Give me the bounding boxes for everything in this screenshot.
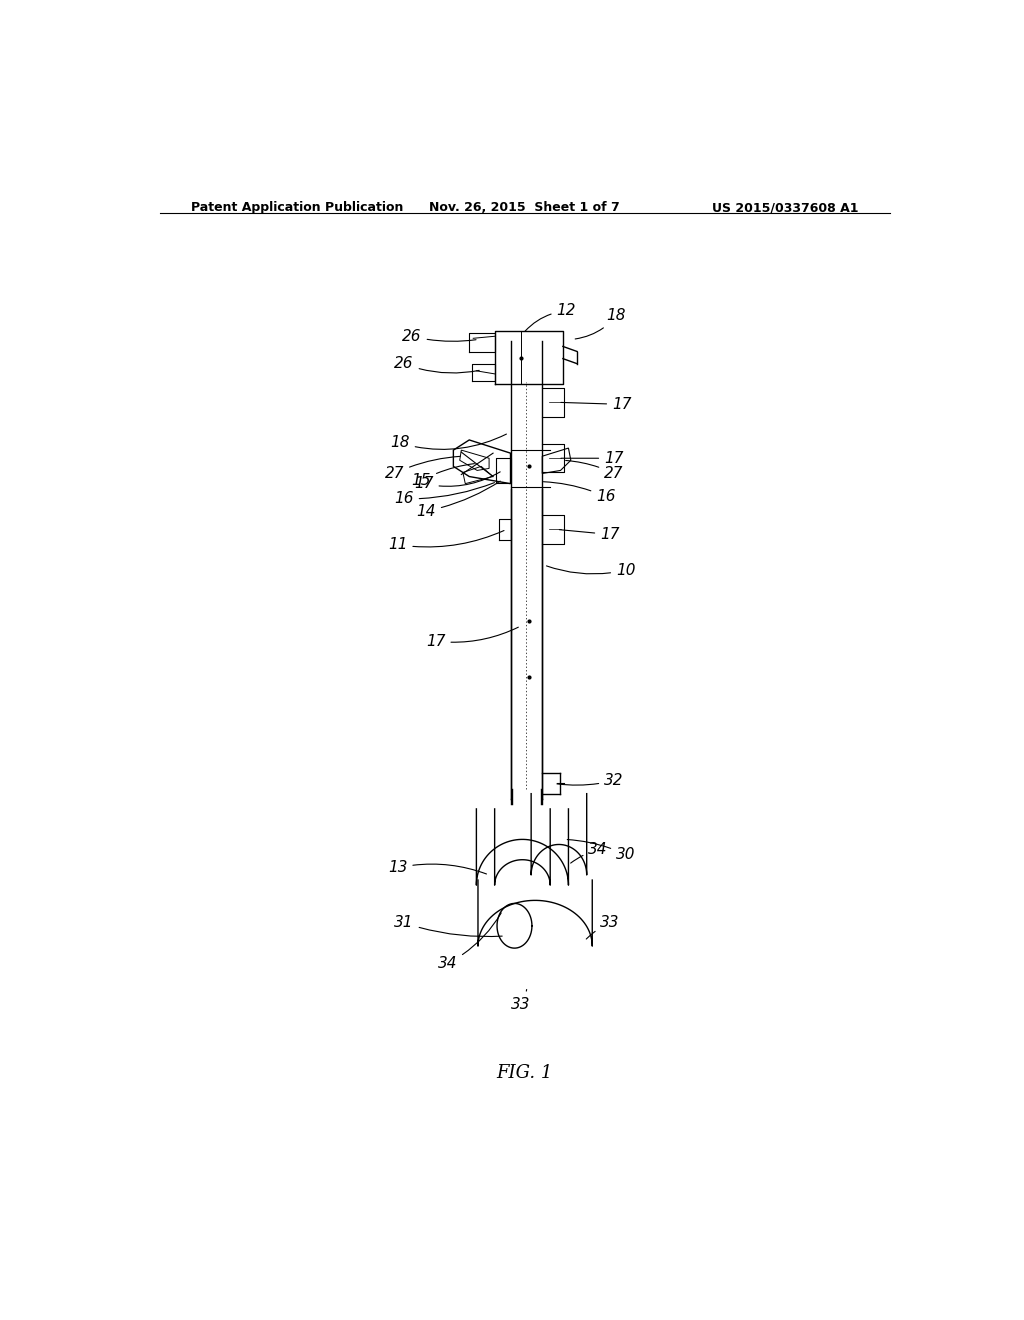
Text: 32: 32 — [557, 774, 624, 788]
Text: 18: 18 — [390, 434, 507, 450]
Text: Nov. 26, 2015  Sheet 1 of 7: Nov. 26, 2015 Sheet 1 of 7 — [429, 201, 621, 214]
Text: 15: 15 — [412, 463, 474, 488]
Text: US 2015/0337608 A1: US 2015/0337608 A1 — [712, 201, 858, 214]
Text: 27: 27 — [385, 457, 460, 480]
Text: 30: 30 — [567, 840, 636, 862]
Text: 31: 31 — [394, 915, 502, 937]
Text: 11: 11 — [388, 531, 504, 552]
Text: 26: 26 — [394, 356, 479, 374]
Text: 17: 17 — [561, 450, 624, 466]
Text: 17: 17 — [559, 527, 620, 543]
Text: 33: 33 — [511, 990, 530, 1011]
Text: 34: 34 — [438, 913, 501, 972]
Text: 16: 16 — [544, 482, 615, 504]
Text: 17: 17 — [426, 627, 518, 648]
Text: 26: 26 — [402, 329, 476, 343]
Text: 12: 12 — [525, 304, 577, 331]
Text: 33: 33 — [587, 915, 620, 939]
Text: 27: 27 — [565, 461, 624, 480]
Text: 18: 18 — [575, 309, 626, 339]
Text: 10: 10 — [547, 562, 636, 578]
Text: 13: 13 — [388, 861, 486, 875]
Text: Patent Application Publication: Patent Application Publication — [191, 201, 403, 214]
Text: 16: 16 — [394, 483, 495, 507]
Text: 17: 17 — [561, 397, 632, 412]
Text: FIG. 1: FIG. 1 — [497, 1064, 553, 1082]
Text: 34: 34 — [570, 842, 608, 863]
Text: 14: 14 — [417, 480, 501, 519]
Text: 17: 17 — [414, 471, 500, 491]
